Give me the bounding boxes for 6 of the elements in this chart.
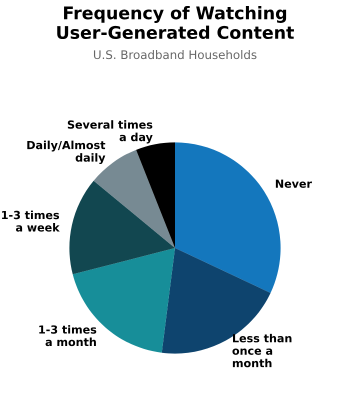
slice-label: Less than once a month: [232, 334, 292, 368]
slice-label: 1-3 times a month: [39, 325, 96, 346]
chart-title: Frequency of Watching User-Generated Content: [57, 6, 294, 40]
chart-subtitle: U.S. Broadband Households: [94, 50, 256, 60]
slice-label: Never: [276, 180, 312, 188]
slice-label: 1-3 times a week: [2, 210, 60, 232]
